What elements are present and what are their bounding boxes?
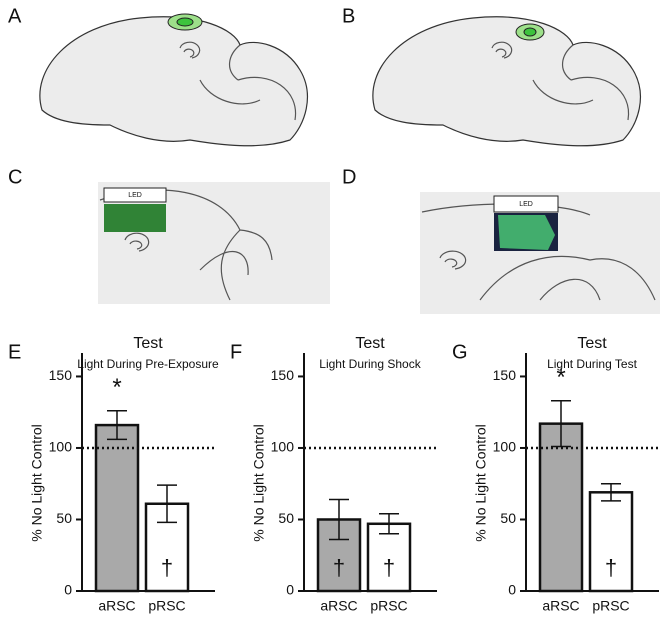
annotation: † (161, 555, 173, 580)
panel-letter: C (8, 166, 22, 188)
x-tick-label: pRSC (370, 598, 407, 614)
bar (94, 423, 140, 593)
panel-letter: D (342, 166, 356, 188)
y-tick-label: 50 (278, 510, 294, 526)
x-tick-label: aRSC (98, 598, 135, 614)
error-bar (157, 484, 177, 524)
brain-b (372, 16, 641, 147)
y-tick-label: 150 (271, 367, 295, 383)
brain-d (420, 192, 660, 314)
annotation: † (383, 555, 395, 580)
led-label: LED (128, 192, 142, 199)
panel-letter: G (452, 341, 468, 363)
chart-subtitle: Light During Shock (319, 357, 421, 371)
panel-letter: F (230, 341, 242, 363)
y-tick-label: 100 (49, 439, 73, 455)
x-tick-label: aRSC (542, 598, 579, 614)
bar (144, 502, 190, 593)
y-tick-label: 50 (56, 510, 72, 526)
annotation: * (556, 364, 565, 391)
x-tick-label: aRSC (320, 598, 357, 614)
panel-letter: A (8, 5, 22, 27)
chart-title: Test (355, 335, 385, 352)
annotation: † (605, 555, 617, 580)
annotation: * (112, 374, 121, 401)
bar (588, 491, 634, 593)
panel-letter: B (342, 5, 355, 27)
x-tick-label: pRSC (148, 598, 185, 614)
y-tick-label: 0 (286, 582, 294, 598)
panel-letter: E (8, 341, 21, 363)
error-bar (329, 498, 349, 541)
error-bar (379, 513, 399, 535)
y-tick-label: 100 (493, 439, 517, 455)
brain-a (39, 13, 308, 147)
chart-title: Test (133, 335, 163, 352)
annotation: † (333, 555, 345, 580)
brain-c (98, 182, 330, 304)
error-bar (107, 410, 127, 441)
chart-title: Test (577, 335, 607, 352)
chart-subtitle: Light During Test (547, 357, 637, 371)
chart-subtitle: Light During Pre-Exposure (77, 357, 219, 371)
y-axis-label: % No Light Control (473, 424, 489, 542)
y-tick-label: 100 (271, 439, 295, 455)
y-axis-label: % No Light Control (251, 424, 267, 542)
y-tick-label: 50 (500, 510, 516, 526)
bar (538, 422, 584, 593)
y-tick-label: 150 (49, 367, 73, 383)
y-tick-label: 0 (64, 582, 72, 598)
y-axis-label: % No Light Control (29, 424, 45, 542)
x-tick-label: pRSC (592, 598, 629, 614)
y-tick-label: 0 (508, 582, 516, 598)
error-bar (551, 400, 571, 448)
led-label: LED (519, 201, 533, 208)
error-bar (601, 482, 621, 502)
y-tick-label: 150 (493, 367, 517, 383)
